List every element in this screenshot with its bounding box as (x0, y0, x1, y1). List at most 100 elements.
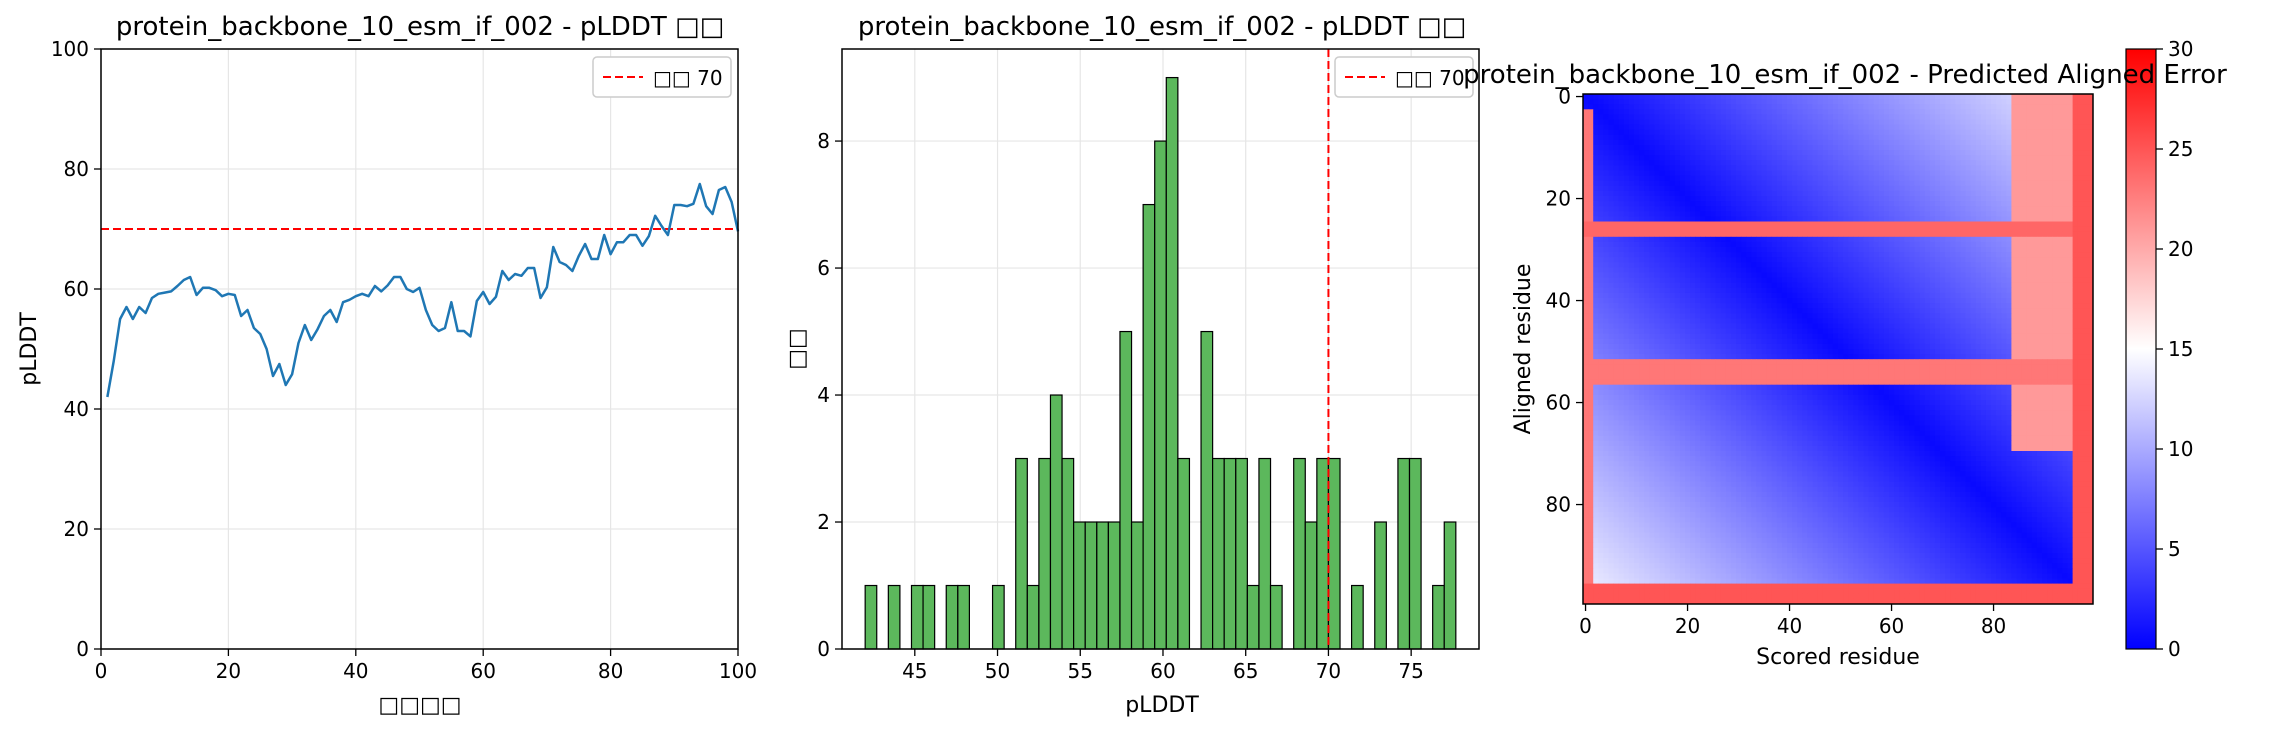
heatmap-cell (1674, 190, 1681, 197)
histogram-bar (1026, 584, 1040, 650)
heatmap-cell (1904, 94, 1910, 100)
heatmap-cell (1700, 287, 1706, 294)
heatmap-cell (1583, 196, 1589, 202)
heatmap-cell (1583, 155, 1589, 161)
heatmap-cell (1883, 201, 1890, 207)
heatmap-cell (1975, 114, 1982, 120)
heatmap-cell (2026, 221, 2033, 227)
heatmap-cell (1802, 267, 1808, 273)
heatmap-cell (1654, 333, 1660, 340)
heatmap-cell (1945, 185, 1951, 192)
heatmap-cell (1950, 221, 1956, 227)
heatmap-cell (1623, 94, 1630, 100)
heatmap-cell (1649, 99, 1655, 105)
heatmap-cell (1970, 313, 1977, 319)
heatmap-cell (1878, 165, 1885, 171)
heatmap-cell (1628, 134, 1635, 141)
heatmap-cell (1695, 328, 1701, 335)
heatmap-cell (2026, 114, 2033, 120)
heatmap-cell (1613, 211, 1620, 217)
heatmap-cell (1929, 313, 1936, 319)
heatmap-cell (1991, 328, 1997, 335)
heatmap-cell (1883, 216, 1890, 222)
heatmap-cell (1695, 221, 1701, 227)
heatmap-cell (1853, 272, 1859, 278)
heatmap-cell (1965, 139, 1971, 146)
heatmap-cell (2011, 196, 2017, 202)
heatmap-cell (1858, 323, 1864, 329)
heatmap-cell (1639, 247, 1645, 253)
heatmap-cell (1685, 252, 1691, 258)
heatmap-cell (1838, 196, 1844, 202)
heatmap-cell (1634, 190, 1640, 197)
p1-y-tick-label: 60 (64, 277, 89, 301)
heatmap-cell (1934, 114, 1941, 120)
heatmap-cell (1659, 180, 1665, 187)
heatmap-cell (1725, 292, 1732, 299)
heatmap-cell (1603, 165, 1609, 171)
heatmap-cell (1787, 262, 1793, 268)
heatmap-cell (2082, 262, 2089, 268)
heatmap-cell (1802, 216, 1808, 222)
heatmap-cell (1730, 308, 1737, 314)
heatmap-cell (1741, 313, 1747, 319)
heatmap-cell (1659, 226, 1665, 233)
heatmap-cell (1781, 134, 1788, 141)
heatmap-cell (1970, 262, 1977, 268)
heatmap-cell (1904, 333, 1910, 340)
heatmap-cell (1608, 206, 1614, 212)
heatmap-cell (1878, 201, 1885, 207)
heatmap-cell (1679, 211, 1686, 217)
heatmap-cell (1960, 277, 1966, 284)
heatmap-cell (2011, 313, 2017, 319)
heatmap-cell (2021, 277, 2028, 284)
heatmap-cell (1868, 287, 1875, 294)
heatmap-cell (1996, 165, 2002, 171)
heatmap-cell (1883, 196, 1890, 202)
heatmap-cell (1792, 308, 1798, 314)
heatmap-cell (1593, 170, 1599, 176)
heatmap-cell (1674, 206, 1681, 212)
heatmap-cell (1919, 298, 1926, 304)
heatmap-cell (1843, 338, 1849, 345)
heatmap-cell (1705, 175, 1711, 182)
heatmap-cell (1863, 119, 1869, 125)
heatmap-cell (2016, 129, 2022, 136)
heatmap-cell (1919, 303, 1926, 309)
heatmap-cell (1858, 201, 1864, 207)
heatmap-cell (1679, 94, 1686, 100)
heatmap-cell (1603, 206, 1609, 212)
heatmap-cell (1756, 185, 1762, 192)
heatmap-cell (1924, 241, 1931, 248)
heatmap-cell (2057, 257, 2063, 263)
heatmap-cell (1945, 323, 1951, 329)
heatmap-cell (1940, 109, 1946, 115)
heatmap-cell (1685, 206, 1691, 212)
heatmap-cell (1970, 221, 1977, 227)
heatmap-cell (1669, 185, 1676, 192)
heatmap-cell (1980, 241, 1987, 248)
heatmap-cell (1644, 241, 1650, 248)
heatmap-cell (1991, 318, 1997, 324)
heatmap-cell (1669, 221, 1676, 227)
heatmap-cell (1940, 333, 1946, 340)
heatmap-cell (1873, 175, 1880, 182)
heatmap-cell (1955, 252, 1961, 258)
heatmap-cell (1985, 165, 1992, 171)
heatmap-cell (1899, 196, 1905, 202)
heatmap-cell (1991, 292, 1997, 299)
heatmap-cell (1776, 292, 1783, 299)
heatmap-cell (1761, 257, 1767, 263)
heatmap-cell (1679, 262, 1686, 268)
heatmap-cell (1965, 298, 1971, 304)
heatmap-cell (2082, 150, 2089, 156)
heatmap-cell (1695, 292, 1701, 299)
heatmap-cell (1909, 257, 1915, 263)
heatmap-cell (1950, 226, 1956, 233)
heatmap-cell (1695, 170, 1701, 176)
heatmap-cell (1868, 104, 1875, 110)
heatmap-cell (1832, 99, 1839, 105)
heatmap-cell (1832, 267, 1839, 273)
heatmap-cell (1623, 257, 1630, 263)
heatmap-cell (1741, 257, 1747, 263)
